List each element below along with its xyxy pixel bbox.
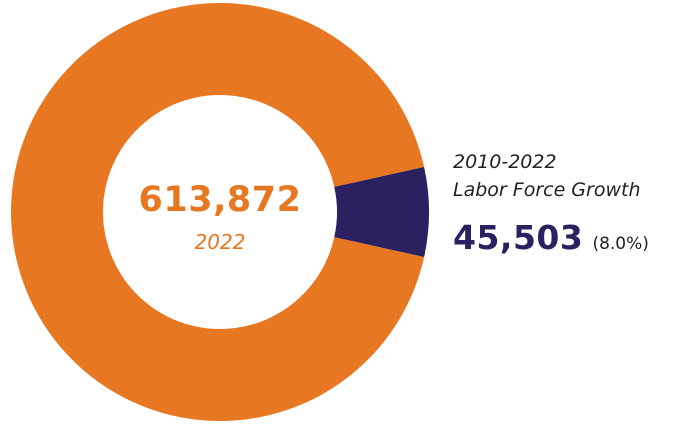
slice-2022	[10, 2, 425, 421]
slice-growth	[334, 167, 429, 257]
growth-title-label: Labor Force Growth	[453, 179, 641, 201]
center-total-value: 613,872	[138, 180, 302, 220]
growth-annotation: 2010-2022 Labor Force Growth 45,503 (8.0…	[453, 148, 676, 264]
growth-percent: (8.0%)	[592, 234, 649, 254]
growth-value: 45,503	[453, 218, 584, 257]
center-year-caption: 2022	[194, 230, 246, 254]
growth-period-label: 2010-2022	[453, 151, 557, 173]
growth-value-row: 45,503 (8.0%)	[453, 218, 676, 264]
